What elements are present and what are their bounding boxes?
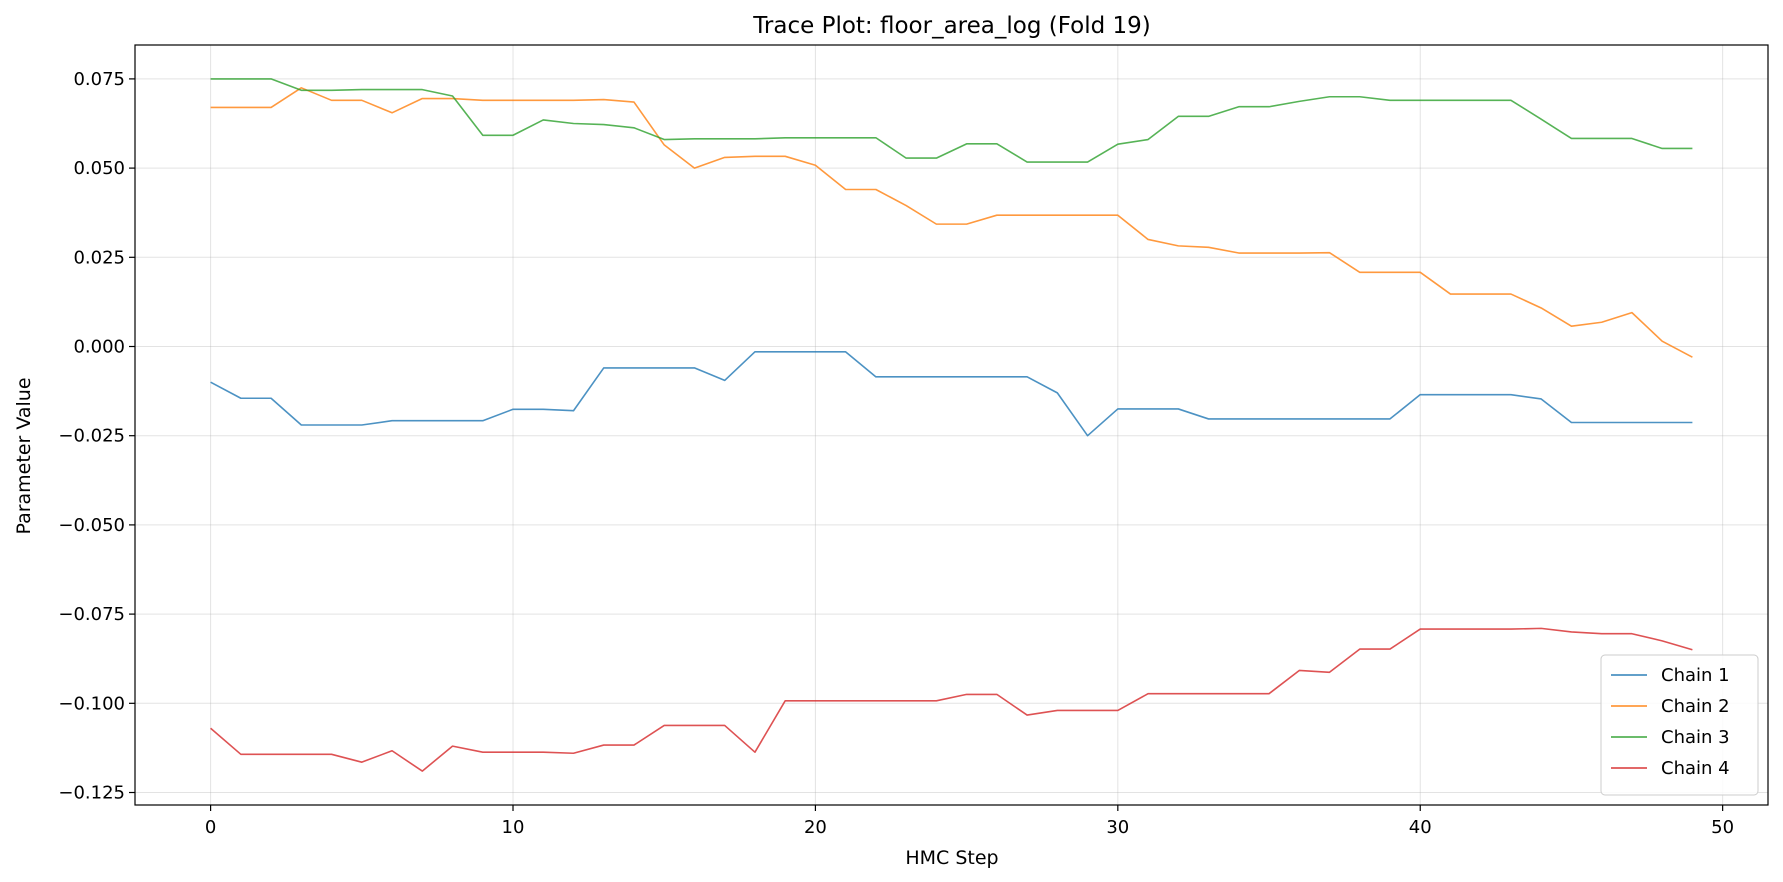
y-axis-label: Parameter Value: [13, 377, 35, 534]
chart-title: Trace Plot: floor_area_log (Fold 19): [752, 13, 1150, 39]
x-tick-label: 30: [1106, 817, 1129, 838]
axis-ticks: 0 10 20 30 40 50 0.075 0.050 0.025 0.000 −0.025 −0.…: [58, 69, 1734, 838]
grid: [135, 45, 1768, 805]
y-tick-label: −0.125: [58, 783, 125, 804]
series-lines: [210, 78, 1693, 772]
y-tick-label: 0.075: [73, 69, 125, 90]
legend-label: Chain 3: [1661, 727, 1730, 748]
x-tick-label: 20: [804, 817, 827, 838]
y-tick-label: −0.100: [58, 693, 125, 714]
y-tick-label: 0.000: [73, 337, 125, 358]
x-tick-label: 0: [205, 817, 216, 838]
legend: Chain 1 Chain 2 Chain 3 Chain 4: [1600, 654, 1759, 796]
x-axis-label: HMC Step: [905, 847, 998, 869]
plot-frame: [134, 44, 1769, 806]
y-tick-label: −0.025: [58, 426, 125, 447]
legend-label: Chain 2: [1661, 696, 1730, 717]
legend-box: [1600, 654, 1759, 796]
legend-label: Chain 4: [1661, 758, 1730, 779]
y-tick-label: 0.050: [73, 158, 125, 179]
series-line-chain-4: [210, 627, 1693, 772]
series-line-chain-3: [210, 78, 1693, 163]
x-tick-label: 10: [502, 817, 525, 838]
x-tick-label: 40: [1409, 817, 1432, 838]
y-tick-label: −0.075: [58, 604, 125, 625]
series-line-chain-1: [210, 351, 1693, 437]
series-line-chain-2: [210, 87, 1693, 358]
y-tick-label: −0.050: [58, 515, 125, 536]
y-tick-label: 0.025: [73, 247, 125, 268]
legend-label: Chain 1: [1661, 665, 1730, 686]
x-tick-label: 50: [1711, 817, 1734, 838]
